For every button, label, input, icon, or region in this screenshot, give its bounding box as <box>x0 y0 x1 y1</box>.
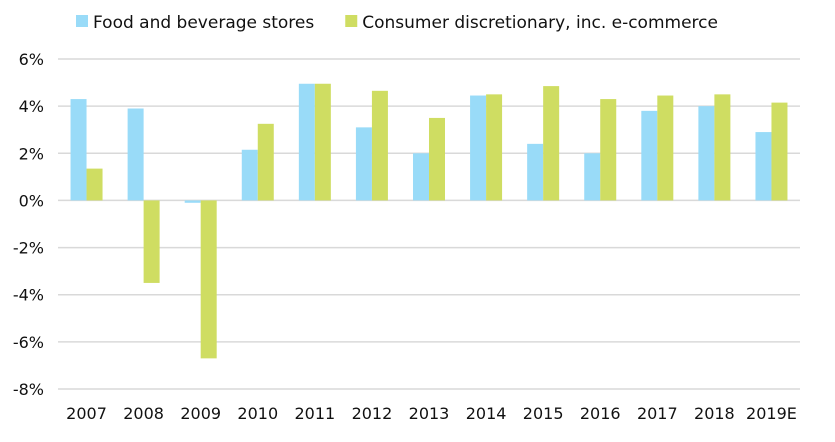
legend-swatch <box>345 15 358 27</box>
y-tick-label: -4% <box>13 286 44 305</box>
bar-food-2011 <box>298 83 315 201</box>
bar-consumer-2019E <box>771 102 788 201</box>
bar-consumer-2012 <box>371 90 388 201</box>
x-tick-label: 2012 <box>352 404 393 423</box>
bar-food-2017 <box>641 110 658 201</box>
y-tick-label: 2% <box>19 144 44 163</box>
y-tick-label: -2% <box>13 239 44 258</box>
bar-food-2019E <box>755 132 772 201</box>
bar-consumer-2014 <box>486 94 503 201</box>
x-tick-label: 2008 <box>123 404 164 423</box>
y-tick-label: -8% <box>13 380 44 399</box>
bar-food-2014 <box>470 95 487 201</box>
y-tick-label: 0% <box>19 191 44 210</box>
bar-food-2008 <box>127 108 144 201</box>
bar-consumer-2008 <box>143 200 160 283</box>
bar-consumer-2007 <box>86 168 103 201</box>
bar-consumer-2018 <box>714 94 731 201</box>
legend-label: Food and beverage stores <box>93 13 314 33</box>
bar-food-2007 <box>70 99 87 201</box>
bar-consumer-2011 <box>314 83 331 201</box>
x-tick-label: 2015 <box>523 404 564 423</box>
x-tick-label: 2019E <box>746 404 797 423</box>
bar-food-2018 <box>698 106 715 201</box>
bar-consumer-2013 <box>429 117 445 201</box>
bar-consumer-2015 <box>543 86 560 201</box>
y-tick-label: 6% <box>19 50 44 69</box>
bar-food-2012 <box>355 127 372 201</box>
x-tick-label: 2017 <box>637 404 678 423</box>
x-tick-label: 2007 <box>66 404 107 423</box>
bar-consumer-2016 <box>600 99 617 201</box>
x-tick-label: 2016 <box>580 404 621 423</box>
bar-food-2010 <box>241 149 258 201</box>
bar-food-2015 <box>527 143 544 201</box>
bar-food-2016 <box>584 153 601 201</box>
bar-consumer-2010 <box>257 123 274 201</box>
x-tick-label: 2009 <box>180 404 221 423</box>
bar-food-2013 <box>413 153 429 201</box>
y-tick-label: 4% <box>19 97 44 116</box>
bar-consumer-2009 <box>200 200 217 359</box>
bar-consumer-2017 <box>657 95 674 201</box>
legend-swatch <box>76 15 88 27</box>
x-tick-label: 2013 <box>409 404 450 423</box>
x-tick-label: 2018 <box>694 404 735 423</box>
bar-food-2009 <box>184 200 201 203</box>
x-tick-label: 2014 <box>466 404 507 423</box>
y-tick-label: -6% <box>13 333 44 352</box>
legend-label: Consumer discretionary, inc. e-commerce <box>362 13 718 33</box>
x-tick-label: 2011 <box>294 404 335 423</box>
x-tick-label: 2010 <box>237 404 278 423</box>
